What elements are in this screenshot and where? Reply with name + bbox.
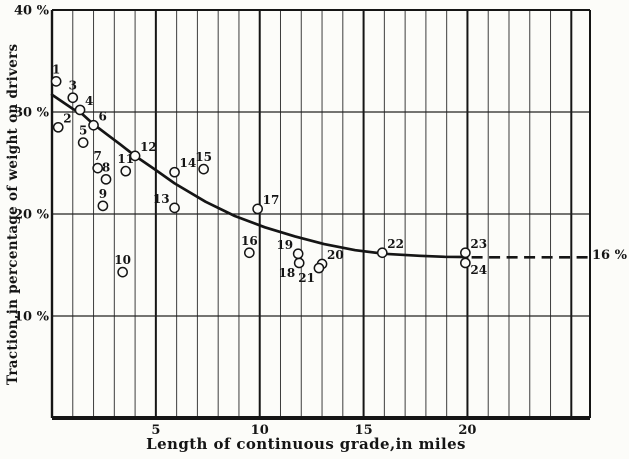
data-point-label-22: 22 (387, 237, 404, 251)
data-point-label-9: 9 (99, 187, 107, 201)
data-point-circle-3 (67, 92, 79, 104)
data-point-label-8: 8 (102, 160, 110, 174)
data-point-label-5: 5 (79, 124, 87, 138)
data-point-circle-2 (52, 121, 64, 133)
data-point-circle-22 (376, 247, 388, 259)
x-tick-label-20: 20 (458, 423, 476, 438)
data-point-circle-12 (129, 150, 141, 162)
data-point-label-13: 13 (153, 192, 170, 206)
data-point-label-2: 2 (63, 111, 71, 125)
data-point-circle-18 (293, 257, 305, 269)
data-point-circle-19 (292, 248, 304, 260)
data-point-label-21: 21 (298, 271, 315, 285)
data-point-label-19: 19 (276, 238, 293, 252)
y-tick-label-30: 30 % (14, 106, 50, 121)
data-point-label-1: 1 (52, 62, 60, 76)
data-point-circle-6 (88, 119, 99, 131)
data-point-circle-17 (252, 203, 263, 215)
data-point-circle-9 (97, 200, 109, 212)
data-point-label-10: 10 (114, 253, 131, 267)
data-point-circle-16 (243, 247, 255, 259)
y-tick-label-40: 40 % (14, 4, 50, 19)
data-point-label-12: 12 (140, 140, 157, 154)
data-point-label-6: 6 (99, 109, 107, 123)
data-point-label-14: 14 (180, 156, 197, 170)
data-point-label-7: 7 (94, 149, 102, 163)
data-point-circle-14 (169, 166, 180, 178)
y-tick-label-10: 10 % (14, 310, 50, 325)
data-point-circle-15 (198, 163, 209, 175)
x-tick-label-15: 15 (355, 423, 373, 438)
data-point-label-18: 18 (278, 266, 295, 280)
data-point-circle-7 (92, 162, 104, 174)
data-point-label-20: 20 (327, 248, 344, 262)
data-point-label-15: 15 (195, 150, 212, 164)
data-point-circle-11 (120, 165, 132, 177)
x-tick-label-5: 5 (151, 423, 160, 438)
data-point-circle-24 (460, 257, 471, 269)
data-point-circle-4 (74, 104, 86, 116)
data-point-circle-13 (169, 202, 180, 214)
x-tick-label-10: 10 (251, 423, 269, 438)
data-point-circle-10 (117, 266, 128, 278)
y-tick-label-20: 20 % (14, 208, 50, 223)
data-point-label-16: 16 (241, 234, 258, 248)
data-point-circle-23 (460, 247, 471, 259)
data-point-label-3: 3 (69, 79, 77, 93)
y-axis-title: Traction,in percentage of weight on driv… (5, 43, 21, 385)
data-point-label-24: 24 (470, 263, 487, 277)
data-point-label-4: 4 (85, 94, 93, 108)
data-point-label-17: 17 (263, 193, 280, 207)
asymptote-value-label: 16 % (592, 248, 627, 263)
data-point-label-23: 23 (470, 237, 487, 251)
data-point-circle-1 (50, 76, 62, 87)
data-point-circle-8 (100, 173, 112, 185)
data-point-circle-5 (77, 137, 89, 148)
data-point-circle-21 (313, 262, 325, 274)
x-axis-title: Length of continuous grade,in miles (146, 435, 466, 453)
